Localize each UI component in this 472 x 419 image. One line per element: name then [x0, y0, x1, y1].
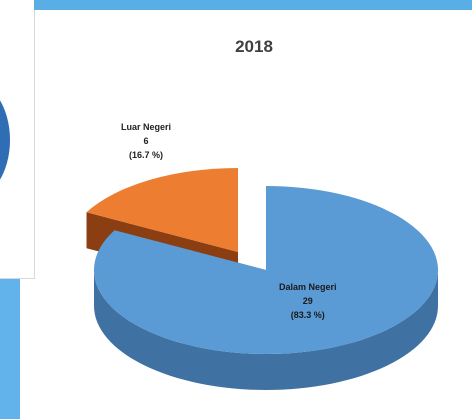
chart-panel: 2018 Dalam Negeri 29 (83.3 %) Luar Negeri 6 (…: [36, 12, 472, 419]
slice-label-0-line-0: Dalam Negeri: [279, 282, 337, 292]
pie-slice-0: [94, 185, 438, 354]
pie-layer: [86, 168, 438, 390]
pie-slice-rim: [94, 270, 438, 390]
slice-label-0-line-1: 29: [303, 296, 313, 306]
slice-label-1-line-0: Luar Negeri: [121, 122, 171, 132]
slice-label-0-line-2: (83.3 %): [291, 310, 325, 320]
top-blue-band: [34, 0, 472, 10]
left-blue-strip: [0, 279, 20, 419]
slice-label-1-line-1: 6: [143, 136, 148, 146]
pie-slice-1: [86, 168, 238, 252]
background-pie-fragment: [0, 80, 10, 200]
label-layer: Dalam Negeri 29 (83.3 %) Luar Negeri 6 (16.7 …: [121, 122, 337, 320]
chart-title: 2018: [235, 37, 273, 56]
pie-chart: 2018 Dalam Negeri 29 (83.3 %) Luar Negeri 6 (…: [86, 37, 438, 390]
background-panel-left: [0, 10, 35, 279]
slice-label-1-line-2: (16.7 %): [129, 150, 163, 160]
